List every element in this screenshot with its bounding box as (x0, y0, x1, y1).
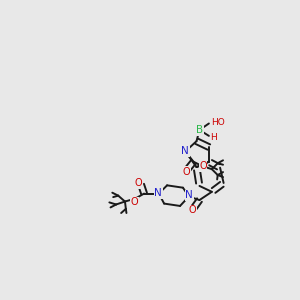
Text: H: H (210, 133, 217, 142)
Text: B: B (196, 125, 203, 135)
Text: O: O (131, 197, 139, 207)
Text: O: O (134, 178, 142, 188)
Text: N: N (185, 190, 193, 200)
Text: O: O (189, 206, 196, 215)
Text: O: O (182, 167, 190, 177)
Text: N: N (182, 146, 189, 157)
Text: N: N (154, 188, 162, 198)
Text: HO: HO (211, 118, 225, 127)
Text: O: O (199, 161, 207, 171)
